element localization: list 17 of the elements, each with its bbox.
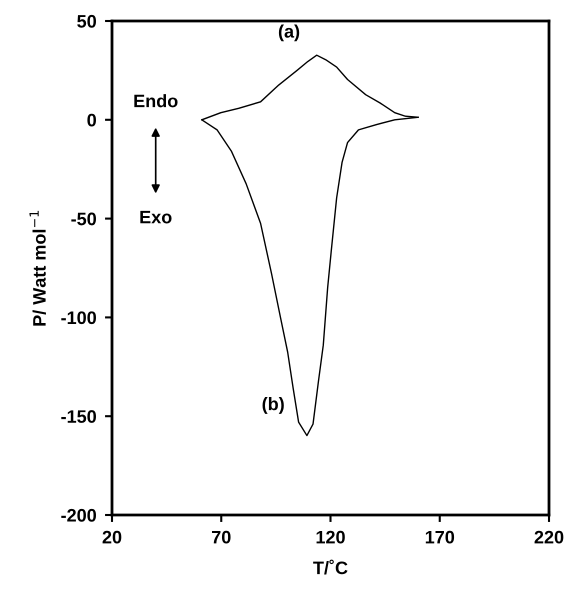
annotation: (a): [278, 24, 300, 42]
y-tick-label: -200: [61, 508, 96, 522]
x-tick-label: 220: [534, 530, 564, 544]
y-tick-label: -50: [71, 212, 96, 226]
x-tick-label: 120: [316, 530, 345, 544]
annotation: Exo: [140, 210, 172, 224]
annotation: (b): [262, 397, 284, 414]
y-tick-label: 50: [77, 14, 96, 28]
y-axis-title: P/ Watt mol$^{−1}$: [29, 210, 46, 326]
annotation: Endo: [134, 94, 178, 108]
x-tick-label: 20: [102, 530, 122, 544]
y-tick-label: -100: [61, 311, 96, 324]
x-tick-label: 70: [212, 530, 231, 544]
x-axis-title: T/˚C: [313, 560, 348, 574]
y-tick-label: -150: [61, 410, 96, 423]
x-tick-label: 170: [426, 530, 454, 544]
y-tick-label: 0: [87, 114, 96, 127]
